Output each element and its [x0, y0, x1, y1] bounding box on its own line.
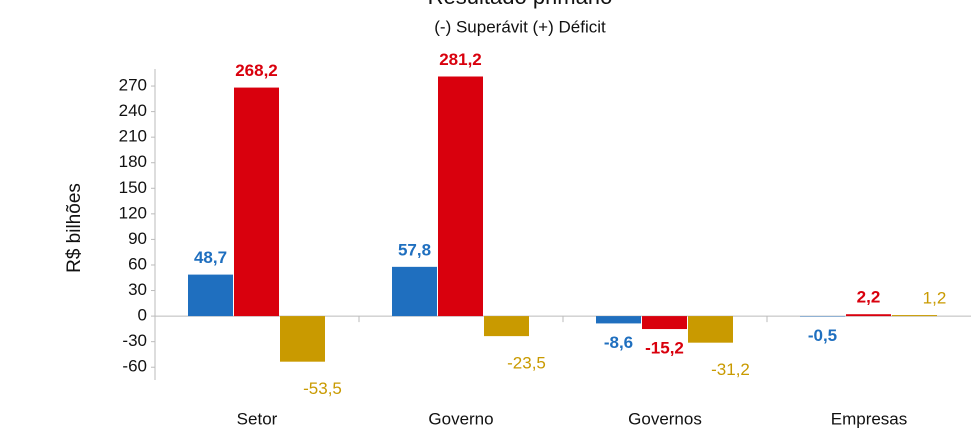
y-tick-label: 0 — [138, 306, 147, 325]
value-label: -0,5 — [808, 326, 837, 345]
y-tick-label: 240 — [119, 101, 147, 120]
chart-title: Resultado primário — [428, 0, 613, 9]
value-label: -31,2 — [711, 360, 750, 379]
chart-subtitle: (-) Superávit (+) Déficit — [434, 17, 606, 36]
bar — [484, 316, 529, 337]
bar — [438, 76, 483, 317]
value-label: 281,2 — [439, 50, 482, 69]
y-tick-label: -30 — [122, 331, 147, 350]
x-tick-label: Governos — [628, 409, 702, 428]
y-tick-label: 90 — [128, 229, 147, 248]
bar — [596, 316, 641, 324]
value-label: 57,8 — [398, 240, 431, 259]
value-label: -23,5 — [507, 354, 546, 373]
bar — [188, 274, 233, 317]
y-tick-label: 210 — [119, 127, 147, 146]
y-tick-label: -60 — [122, 357, 147, 376]
x-tick-label: Setor — [237, 409, 278, 428]
bar — [234, 87, 279, 317]
value-label: 48,7 — [194, 248, 227, 267]
bar — [892, 315, 937, 317]
y-tick-label: 180 — [119, 152, 147, 171]
x-tick-label: Empresas — [831, 409, 908, 428]
y-tick-label: 60 — [128, 254, 147, 273]
y-tick-label: 150 — [119, 178, 147, 197]
y-tick-label: 270 — [119, 76, 147, 95]
value-label: -15,2 — [645, 339, 684, 358]
y-axis-label: R$ bilhões — [64, 183, 85, 273]
value-label: 268,2 — [235, 61, 278, 80]
x-tick-label: Governo — [428, 409, 493, 428]
bar — [642, 316, 687, 330]
y-tick-label: 30 — [128, 280, 147, 299]
y-tick-label: 120 — [119, 203, 147, 222]
value-label: 1,2 — [923, 289, 947, 308]
bar — [280, 316, 325, 362]
value-label: -8,6 — [604, 333, 633, 352]
bar — [392, 266, 437, 317]
value-label: 2,2 — [857, 288, 881, 307]
bar — [688, 316, 733, 343]
value-label: -53,5 — [303, 379, 342, 398]
bar — [846, 314, 891, 317]
